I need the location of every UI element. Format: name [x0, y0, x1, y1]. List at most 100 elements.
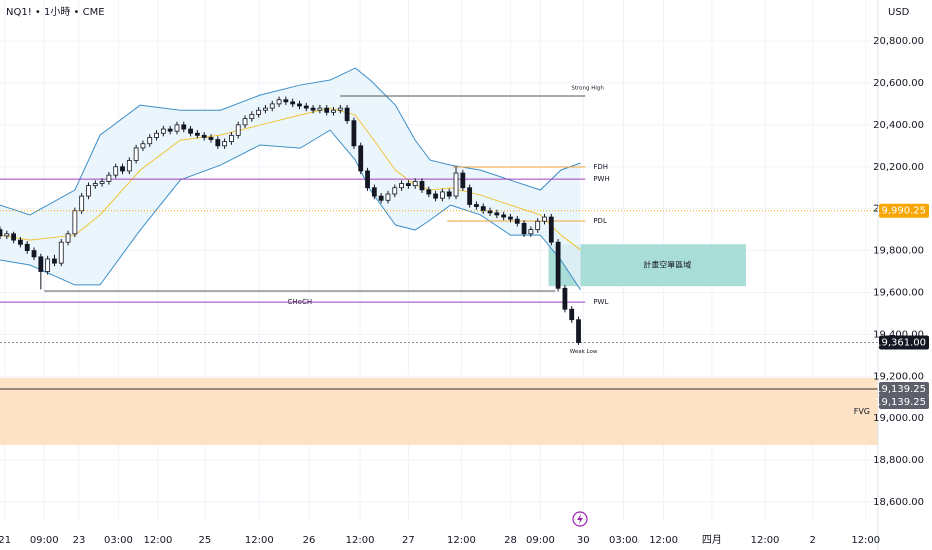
- candle-body: [440, 191, 445, 199]
- x-tick-label: 03:00: [609, 535, 638, 546]
- candle-body: [303, 105, 309, 109]
- x-tick-label: 03:00: [104, 535, 133, 546]
- candle-body: [297, 103, 302, 107]
- y-tick-label: 20,200.00: [873, 162, 924, 173]
- candle-body: [113, 166, 119, 176]
- candle-body: [542, 216, 547, 222]
- level-label: Strong High: [571, 85, 604, 91]
- candle-body: [106, 174, 112, 182]
- y-tick-label: 19,600.00: [873, 287, 924, 298]
- price-badge-label: 19,139.25: [875, 384, 926, 395]
- price-badge: [879, 395, 929, 410]
- candle-body: [508, 216, 513, 220]
- candle-body: [433, 193, 438, 199]
- candle-body: [480, 206, 486, 212]
- chart-title: NQ1! • 1小時 • CME: [6, 6, 105, 18]
- candle-body: [276, 99, 282, 105]
- candle-body: [208, 137, 214, 140]
- candle-body: [120, 166, 125, 172]
- x-tick-label: 12:00: [649, 535, 678, 546]
- candle-body: [31, 250, 37, 258]
- candle-body: [235, 124, 241, 136]
- x-tick-label: 09:00: [30, 535, 59, 546]
- candle-body: [290, 101, 296, 105]
- x-tick-label: 12:00: [851, 535, 880, 546]
- candle-body: [535, 220, 541, 231]
- candle-body: [167, 128, 173, 132]
- currency: USD: [888, 7, 910, 18]
- band-lower: [0, 129, 581, 291]
- replay-icon[interactable]: [572, 511, 588, 527]
- candle-body: [426, 189, 432, 195]
- candle-body: [419, 181, 425, 191]
- candle-body: [521, 222, 527, 235]
- x-tick-label: 12:00: [751, 535, 780, 546]
- candle-body: [188, 128, 193, 134]
- candle-body: [154, 132, 159, 138]
- price-badge-label: 19,361.00: [875, 338, 926, 349]
- candle-body: [358, 145, 364, 172]
- price-badge: [879, 382, 929, 397]
- zone: [548, 244, 746, 287]
- candle-body: [256, 109, 262, 115]
- candle-body: [52, 258, 57, 264]
- candle-body: [24, 243, 30, 251]
- level-label: Weak Low: [570, 349, 598, 355]
- candle-body: [576, 319, 581, 343]
- level-label: PDL: [593, 217, 607, 225]
- candle-body: [317, 107, 323, 111]
- candle-body: [147, 137, 153, 145]
- x-tick-label: 09:00: [526, 535, 555, 546]
- candle-body: [371, 187, 377, 197]
- candle-body: [467, 187, 473, 205]
- price-badge-label: 19,990.25: [875, 206, 926, 217]
- candle-body: [344, 107, 350, 122]
- candle-body: [494, 212, 500, 216]
- y-tick-label: 19,200.00: [873, 371, 924, 382]
- candle-body: [446, 191, 452, 197]
- x-tick-label: 25: [198, 535, 211, 546]
- candle-body: [385, 193, 391, 201]
- x-tick-label: 12:00: [245, 535, 274, 546]
- zone: [0, 377, 878, 445]
- candle-body: [562, 287, 568, 310]
- candle-body: [242, 118, 248, 126]
- candle-body: [405, 183, 411, 187]
- y-tick-label: 19,800.00: [873, 246, 924, 257]
- candle-body: [160, 128, 166, 134]
- candle-body: [310, 107, 316, 111]
- x-tick-label: 23: [73, 535, 86, 546]
- candle-body: [548, 216, 554, 243]
- candle-body: [269, 103, 275, 109]
- candle-body: [58, 241, 64, 264]
- level-label: PWH: [593, 175, 609, 183]
- price-badge: [879, 203, 929, 218]
- band-upper: [0, 67, 581, 216]
- y-tick-label: 20,800.00: [873, 36, 924, 47]
- candle-body: [86, 185, 91, 197]
- y-tick-label: 18,800.00: [873, 455, 924, 466]
- candle-body: [351, 120, 357, 147]
- y-tick-label: 20,600.00: [873, 78, 924, 89]
- candle-body: [528, 229, 534, 235]
- y-tick-label: 18,600.00: [873, 497, 924, 508]
- candle-body: [126, 160, 132, 172]
- candle-body: [263, 107, 268, 111]
- candle-body: [412, 181, 418, 187]
- candle-body: [174, 124, 180, 132]
- band-middle: [0, 107, 581, 251]
- x-tick-label: 26: [303, 535, 316, 546]
- candle-body: [79, 195, 85, 212]
- candle-body: [555, 241, 561, 289]
- x-tick-label: 四月: [702, 534, 722, 546]
- candle-body: [92, 183, 98, 187]
- x-tick-label: 27: [402, 535, 415, 546]
- candle-body: [453, 172, 459, 197]
- candle-body: [249, 113, 255, 119]
- price-badge: [879, 335, 929, 350]
- zone-label: 計畫空單區域: [643, 260, 691, 270]
- candle-body: [460, 172, 466, 189]
- candle-body: [399, 183, 404, 189]
- candle-body: [0, 229, 3, 237]
